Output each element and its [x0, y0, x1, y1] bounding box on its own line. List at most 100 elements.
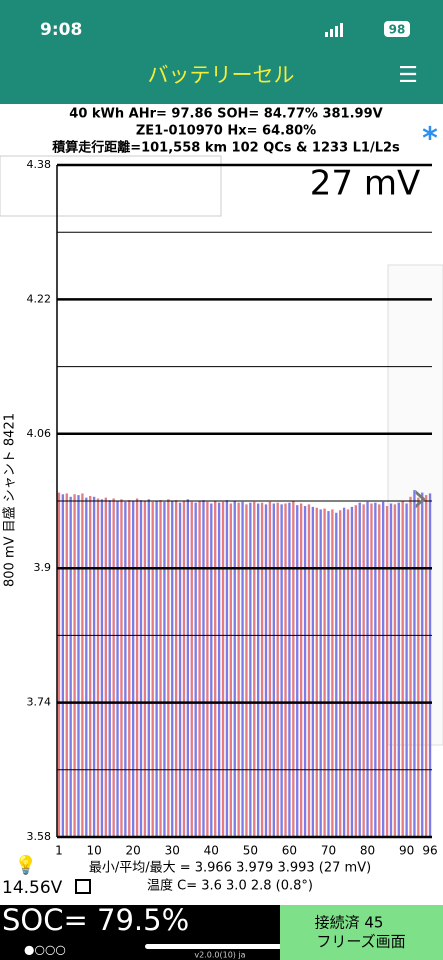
bar [221, 501, 225, 837]
bar [241, 501, 244, 837]
bar [288, 502, 291, 837]
menu-button[interactable]: ☰ [398, 63, 418, 88]
bar [276, 502, 279, 837]
bar [155, 501, 158, 837]
bar [186, 499, 190, 837]
bar [143, 501, 147, 837]
bar [237, 502, 240, 837]
bar [57, 492, 61, 837]
bar [296, 505, 299, 837]
x-tick-label: 70 [321, 844, 336, 858]
soc: SOC= 79.5% [2, 903, 189, 937]
bar [194, 502, 197, 837]
bar [120, 499, 123, 837]
x-tick-label: 10 [86, 844, 101, 858]
bar [163, 501, 166, 837]
version: v2.0.0(10) ja [194, 951, 245, 960]
app-title: バッテリーセル [148, 63, 295, 87]
bar [253, 501, 256, 837]
bar [178, 502, 182, 837]
bar [417, 497, 420, 837]
bar [257, 503, 260, 837]
bar [315, 507, 318, 837]
bar [245, 504, 248, 837]
info-line: ZE1-010970 Hx= 64.80% [136, 124, 316, 139]
y-tick-label: 3.58 [27, 830, 52, 843]
bar [69, 496, 72, 837]
bar [73, 494, 76, 837]
bar [132, 501, 135, 837]
x-tick-label: 96 [422, 844, 437, 858]
y-tick-label: 4.38 [27, 158, 52, 171]
signal-icon [325, 23, 343, 37]
calendar-icon[interactable] [75, 879, 91, 894]
bar [327, 511, 330, 837]
connection-status: 接続済 45 [315, 914, 384, 932]
bar [100, 499, 104, 837]
aux-voltage: 14.56V [2, 878, 63, 898]
bar [174, 500, 178, 837]
bar [225, 500, 229, 837]
bar [108, 500, 111, 837]
bar [89, 495, 92, 837]
page-dots[interactable]: ●○○○ [24, 943, 66, 957]
bar [206, 501, 209, 837]
x-tick-label: 90 [399, 844, 414, 858]
bar [65, 493, 68, 837]
bar [198, 501, 201, 837]
battery-icon [384, 21, 410, 37]
bar [214, 501, 217, 837]
bulb-icon[interactable]: 💡 [15, 854, 37, 876]
bar [210, 503, 213, 837]
bar [378, 504, 381, 837]
bar [124, 501, 127, 837]
bar [61, 494, 65, 837]
bar [385, 506, 389, 837]
bar [354, 505, 357, 837]
bar [292, 501, 295, 837]
bar [139, 500, 143, 837]
bar [409, 496, 412, 837]
freeze-button[interactable]: フリーズ画面 [316, 933, 405, 951]
bar [81, 493, 84, 837]
bar [397, 502, 400, 837]
bar [171, 501, 174, 837]
bar [92, 496, 96, 837]
bar [311, 506, 315, 837]
bar [323, 508, 326, 837]
status-panel[interactable] [280, 905, 443, 960]
x-tick-label: 50 [243, 844, 258, 858]
bar [260, 502, 264, 837]
bar [393, 504, 397, 837]
bar [182, 501, 186, 837]
bar [421, 492, 424, 837]
next-chevron[interactable]: › [412, 475, 428, 521]
x-tick-label: 80 [360, 844, 375, 858]
home-indicator [145, 944, 285, 949]
bar [217, 502, 221, 837]
bluetooth-star[interactable]: * [422, 122, 438, 157]
bar [346, 509, 350, 837]
status-time: 9:08 [40, 20, 82, 40]
bar [389, 503, 393, 837]
bar [167, 499, 170, 837]
y-axis-label: 800 mV 目盛 シャント 8421 [3, 413, 18, 587]
bar [202, 500, 205, 837]
info-line: 40 kWh AHr= 97.86 SOH= 84.77% 381.99V [69, 107, 382, 122]
bar [401, 501, 404, 837]
bar [190, 501, 193, 837]
x-tick-label: 60 [282, 844, 297, 858]
bar [96, 498, 100, 837]
temps-line: 温度 C= 3.6 3.0 2.8 (0.8°) [147, 878, 313, 894]
bar [428, 493, 432, 837]
bar [104, 497, 107, 837]
y-tick-label: 4.06 [27, 427, 52, 440]
bar [264, 504, 268, 837]
bar [147, 499, 150, 837]
stats-line: 最小/平均/最大 = 3.966 3.979 3.993 (27 mV) [89, 861, 371, 876]
bar [339, 510, 342, 837]
bar [303, 506, 307, 837]
bar [229, 503, 232, 837]
bar [249, 502, 252, 837]
